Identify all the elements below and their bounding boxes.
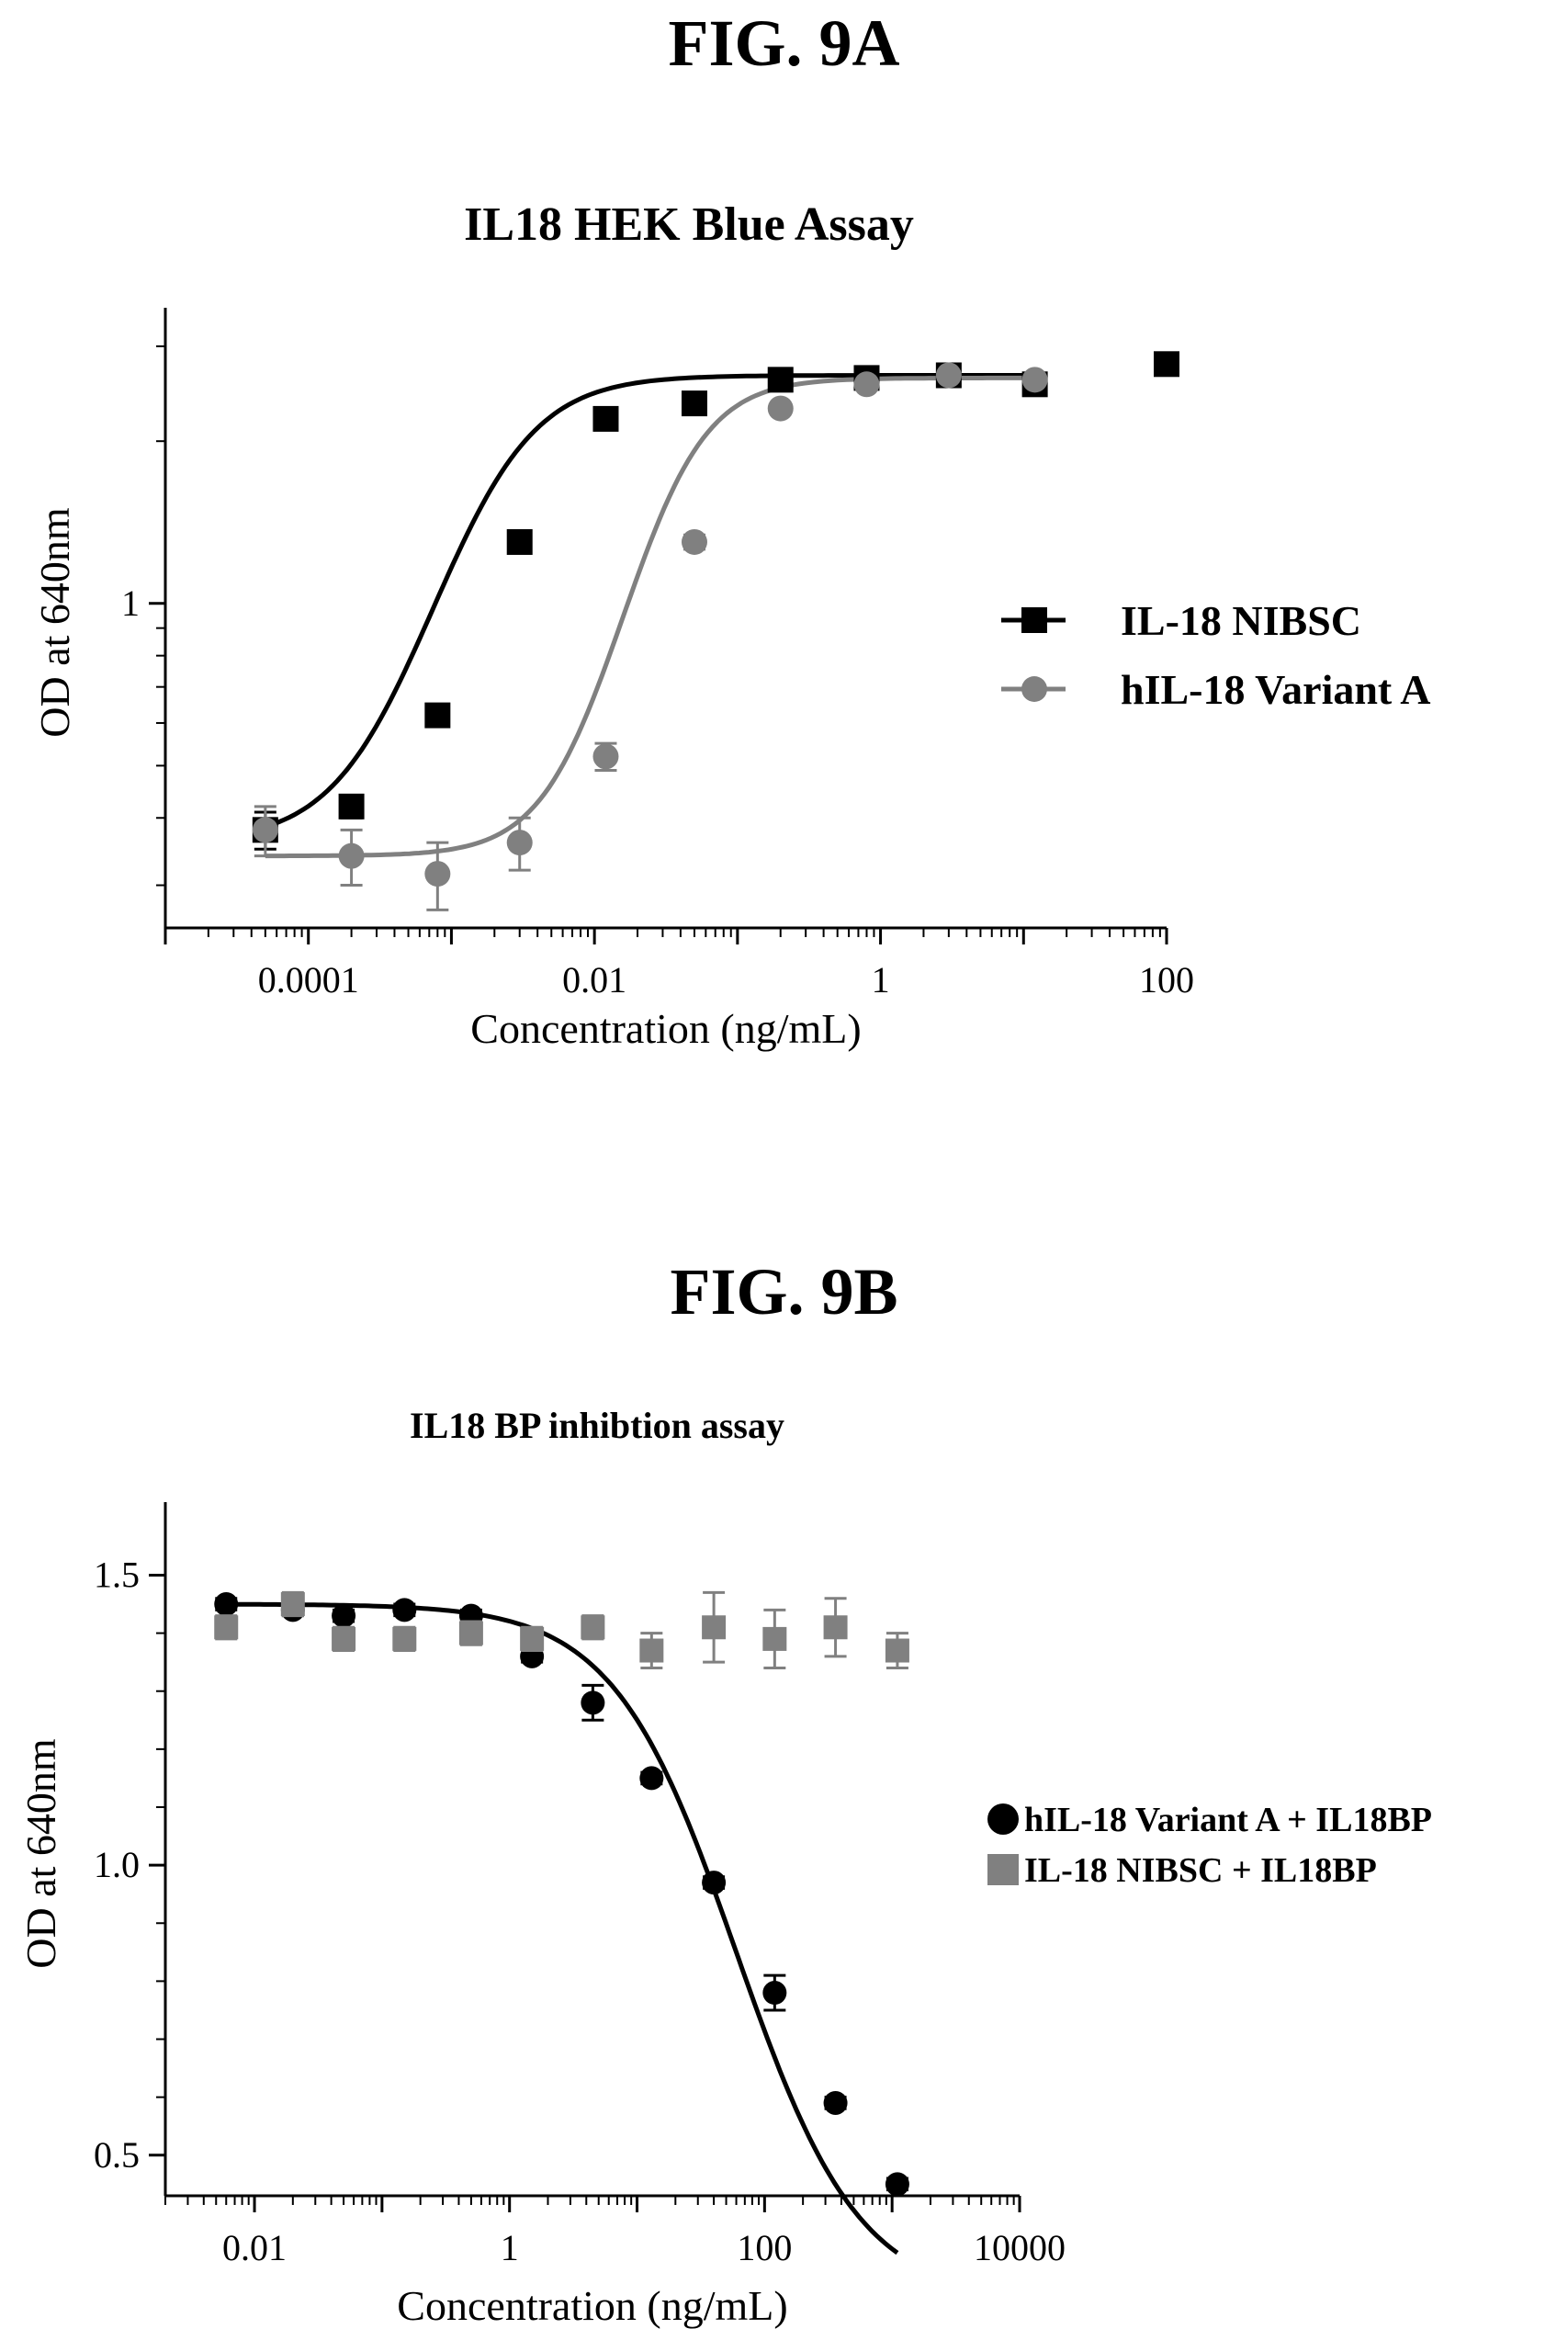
data-point <box>681 390 707 417</box>
data-point <box>823 2090 848 2115</box>
data-point <box>458 1621 483 1645</box>
y-tick-label: 1 <box>121 582 140 624</box>
legend-marker <box>1021 676 1047 702</box>
data-point <box>214 1615 239 1640</box>
data-point <box>338 793 365 820</box>
legend-label: IL-18 NIBSC <box>1121 597 1361 644</box>
data-point <box>332 1626 356 1651</box>
y-tick-label: 1.0 <box>94 1844 140 1885</box>
data-point <box>520 1626 545 1651</box>
legend-marker <box>987 1854 1019 1885</box>
data-point <box>214 1592 239 1617</box>
data-point <box>767 367 794 393</box>
series-1 <box>214 1592 909 2197</box>
data-point <box>885 2172 909 2197</box>
data-point <box>681 528 707 555</box>
x-tick-label: 1 <box>501 2227 519 2268</box>
data-point <box>592 743 619 770</box>
data-point <box>581 1690 605 1715</box>
data-point <box>506 528 533 555</box>
data-point <box>935 362 962 389</box>
legend-label: IL-18 NIBSC + IL18BP <box>1024 1851 1377 1890</box>
data-point <box>702 1615 727 1640</box>
data-point <box>762 1626 787 1651</box>
legend-marker <box>1021 607 1047 633</box>
x-tick-label: 0.01 <box>562 959 626 1001</box>
x-tick-label: 100 <box>1139 959 1194 1001</box>
data-point <box>762 1981 787 2006</box>
data-point <box>702 1871 727 1895</box>
x-axis-label: Concentration (ng/mL) <box>470 1005 861 1052</box>
legend-marker <box>987 1803 1019 1835</box>
data-point <box>581 1615 605 1640</box>
data-point <box>1021 367 1048 393</box>
y-tick-label: 1.5 <box>94 1554 140 1595</box>
chart-title-b: IL18 BP inhibtion assay <box>410 1405 784 1446</box>
x-tick-label: 1 <box>872 959 890 1001</box>
chart-a: 0.0001 0.01 1 100 1 Concentration (ng/mL) OD a… <box>31 308 1430 1052</box>
series-2 <box>252 362 1048 911</box>
data-point <box>639 1638 664 1663</box>
data-point <box>338 842 365 869</box>
chart-b: 0.01 1 100 10000 0.5 1.0 1.5 Concentration (ng/… <box>17 1502 1432 2329</box>
data-point <box>392 1598 417 1622</box>
data-point <box>1154 351 1179 378</box>
data-point <box>424 702 451 729</box>
data-point <box>424 861 451 888</box>
data-point <box>392 1626 417 1651</box>
x-tick-label: 0.0001 <box>258 959 359 1001</box>
x-axis-label: Concentration (ng/mL) <box>397 2282 787 2329</box>
data-point <box>885 1638 909 1663</box>
data-point <box>639 1766 664 1791</box>
data-point <box>592 405 619 432</box>
legend-label: hIL-18 Variant A <box>1121 666 1430 713</box>
legend: IL-18 NIBSC hIL-18 Variant A <box>1001 597 1430 713</box>
data-point <box>823 1615 848 1640</box>
legend: hIL-18 Variant A + IL18BP IL-18 NIBSC + I… <box>987 1801 1432 1890</box>
legend-label: hIL-18 Variant A + IL18BP <box>1024 1801 1432 1839</box>
data-point <box>853 371 880 398</box>
x-tick-label: 0.01 <box>222 2227 287 2268</box>
y-tick-label: 0.5 <box>94 2134 140 2176</box>
data-point <box>280 1592 305 1617</box>
data-point <box>767 395 794 422</box>
figure-label-b: FIG. 9B <box>670 1255 898 1328</box>
data-point <box>252 817 278 843</box>
series-2 <box>214 1590 909 1669</box>
x-tick-label: 100 <box>737 2227 792 2268</box>
fit-curve <box>264 373 1035 830</box>
chart-title-a: IL18 HEK Blue Assay <box>464 198 914 251</box>
fit-curve <box>265 375 1035 859</box>
data-point <box>506 830 533 856</box>
figure-label-a: FIG. 9A <box>668 6 900 80</box>
y-axis-label: OD at 640nm <box>17 1738 64 1969</box>
x-tick-label: 10000 <box>974 2227 1066 2268</box>
data-point <box>332 1603 356 1628</box>
fit-curve <box>226 1601 899 2256</box>
y-axis-label: OD at 640nm <box>31 507 78 738</box>
